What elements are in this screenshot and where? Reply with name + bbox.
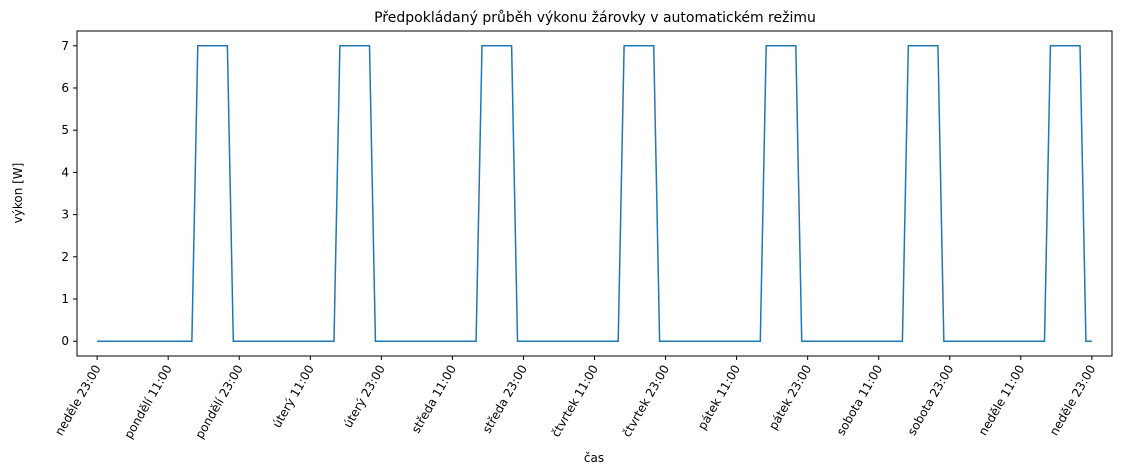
x-tick-label: úterý 23:00 <box>341 363 388 431</box>
y-tick-label: 4 <box>61 165 69 179</box>
y-tick-label: 5 <box>61 123 69 137</box>
y-tick-label: 6 <box>61 81 69 95</box>
x-tick-label: pondělí 11:00 <box>121 363 174 442</box>
x-tick-label: pátek 23:00 <box>766 363 814 433</box>
x-tick-label: středa 23:00 <box>480 363 530 436</box>
x-tick-label: úterý 11:00 <box>270 363 317 431</box>
x-tick-label: pondělí 23:00 <box>192 363 245 442</box>
y-tick-label: 2 <box>61 250 69 264</box>
x-tick-label: neděle 11:00 <box>976 363 1028 439</box>
chart-title: Předpokládaný průběh výkonu žárovky v au… <box>374 10 816 26</box>
x-tick-label: pátek 11:00 <box>695 363 743 433</box>
x-axis-label: čas <box>584 451 604 465</box>
y-axis-label: výkon [W] <box>11 163 25 224</box>
x-tick-label: sobota 23:00 <box>905 363 957 438</box>
line-series <box>97 45 1092 342</box>
y-tick-label: 3 <box>61 208 69 222</box>
x-tick-label: neděle 23:00 <box>52 363 104 439</box>
y-tick-label: 7 <box>61 39 69 53</box>
y-tick-label: 0 <box>61 334 69 348</box>
x-tick-label: středa 11:00 <box>409 363 459 436</box>
x-tick-label: čtvrtek 11:00 <box>549 363 602 440</box>
x-tick-label: sobota 11:00 <box>834 363 886 438</box>
y-tick-label: 1 <box>61 292 69 306</box>
x-tick-label: čtvrtek 23:00 <box>620 363 673 440</box>
x-tick-label: neděle 23:00 <box>1047 363 1099 439</box>
